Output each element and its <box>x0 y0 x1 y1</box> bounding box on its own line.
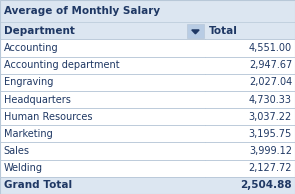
Bar <box>0 160 205 177</box>
Text: 3,037.22: 3,037.22 <box>249 112 292 122</box>
Bar <box>205 57 295 74</box>
Bar <box>187 24 204 38</box>
Polygon shape <box>192 30 199 34</box>
Text: 4,730.33: 4,730.33 <box>249 95 292 105</box>
Text: Department: Department <box>4 26 74 36</box>
Text: Headquarters: Headquarters <box>4 95 71 105</box>
Bar <box>205 40 295 57</box>
Bar <box>0 108 205 125</box>
Text: 2,027.04: 2,027.04 <box>249 77 292 87</box>
Text: 2,947.67: 2,947.67 <box>249 60 292 70</box>
Bar <box>205 160 295 177</box>
Bar <box>205 74 295 91</box>
Text: Human Resources: Human Resources <box>4 112 92 122</box>
Bar <box>0 91 205 108</box>
Bar <box>205 177 295 194</box>
Bar <box>0 57 205 74</box>
Text: Sales: Sales <box>4 146 30 156</box>
Text: Accounting: Accounting <box>4 43 58 53</box>
Bar <box>0 74 205 91</box>
Bar <box>0 40 205 57</box>
Bar <box>0 22 205 40</box>
Text: 4,551.00: 4,551.00 <box>249 43 292 53</box>
Text: Average of Monthly Salary: Average of Monthly Salary <box>4 6 160 16</box>
Text: Engraving: Engraving <box>4 77 53 87</box>
Bar <box>205 108 295 125</box>
Bar <box>205 143 295 160</box>
Text: Marketing: Marketing <box>4 129 52 139</box>
Bar <box>205 125 295 143</box>
Bar <box>205 91 295 108</box>
Text: 3,999.12: 3,999.12 <box>249 146 292 156</box>
Bar <box>0 125 205 143</box>
Text: 3,195.75: 3,195.75 <box>249 129 292 139</box>
Text: 2,127.72: 2,127.72 <box>249 163 292 173</box>
Bar <box>0 0 295 22</box>
Text: Accounting department: Accounting department <box>4 60 119 70</box>
Text: 2,504.88: 2,504.88 <box>240 180 292 191</box>
Text: Welding: Welding <box>4 163 42 173</box>
Text: Total: Total <box>209 26 237 36</box>
Text: Grand Total: Grand Total <box>4 180 72 191</box>
Bar <box>0 143 205 160</box>
Bar <box>205 22 295 40</box>
Bar <box>0 177 205 194</box>
